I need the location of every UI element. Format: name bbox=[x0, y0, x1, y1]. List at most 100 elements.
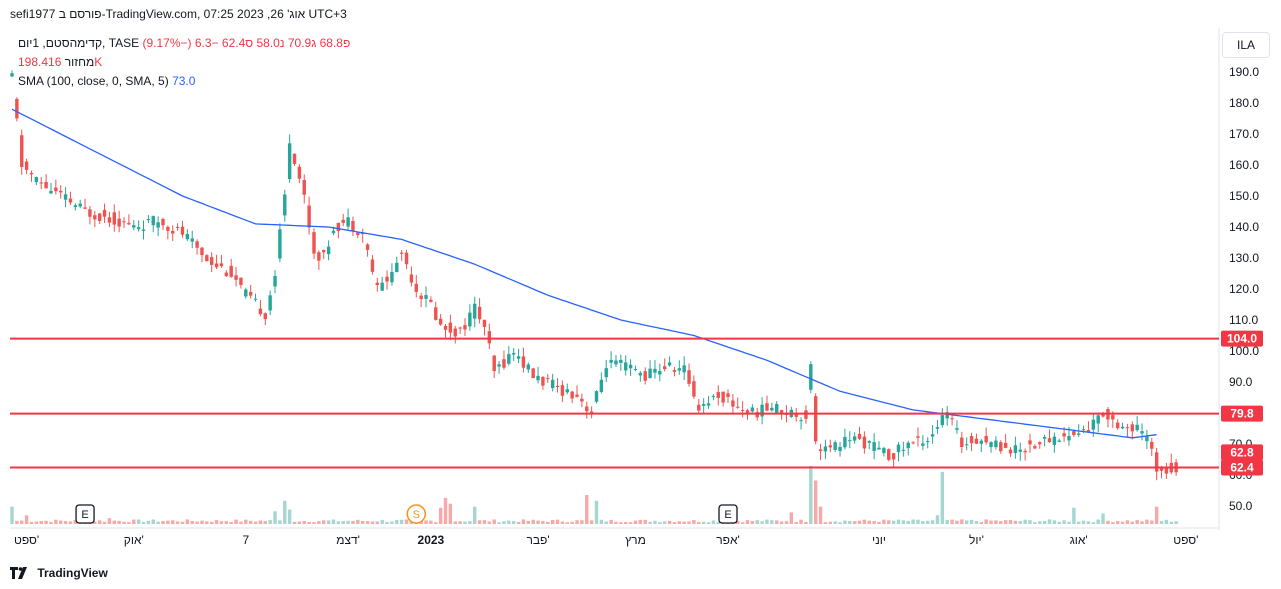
y-tick-label: 190.0 bbox=[1229, 65, 1259, 79]
volume-bar bbox=[1145, 519, 1149, 524]
candle bbox=[395, 262, 399, 273]
volume-bar bbox=[882, 519, 886, 524]
last-price-tag bbox=[1221, 444, 1263, 461]
volume-bar bbox=[380, 520, 384, 524]
volume-bar bbox=[370, 521, 375, 524]
tradingview-brand[interactable]: TradingView bbox=[37, 565, 108, 580]
candle bbox=[731, 400, 735, 407]
candle bbox=[263, 313, 267, 320]
volume-bar bbox=[585, 495, 589, 524]
legend-sma-label[interactable]: SMA (100, close, 0, SMA, 5) bbox=[18, 74, 169, 88]
candle bbox=[838, 446, 842, 452]
volume-bar bbox=[643, 519, 647, 524]
candle bbox=[331, 230, 336, 234]
earnings-event-marker[interactable] bbox=[75, 504, 95, 524]
volume-bar bbox=[302, 520, 306, 524]
candle bbox=[1028, 440, 1032, 445]
candle bbox=[658, 370, 662, 375]
legend-symbol[interactable]: קדימהסטם, 1יום, TASE bbox=[18, 36, 140, 50]
volume-bar bbox=[1077, 521, 1081, 524]
price-chart[interactable]: 190.0 180.0 170.0 160.0 150.0 140.0 130.0 120.0… bbox=[0, 28, 1281, 558]
volume-bar bbox=[565, 522, 569, 524]
x-tick-label: ספט' bbox=[14, 533, 39, 547]
legend-volume-label[interactable]: מחזור bbox=[64, 55, 95, 69]
volume-bar bbox=[375, 521, 380, 524]
volume-bar bbox=[813, 480, 818, 524]
volume-bar bbox=[331, 519, 336, 524]
candle bbox=[955, 428, 959, 430]
earnings-event-marker[interactable] bbox=[718, 504, 738, 524]
candle bbox=[979, 440, 984, 444]
earnings-event-label: E bbox=[81, 509, 88, 521]
volume-bar bbox=[638, 519, 643, 524]
volume-bar bbox=[580, 520, 584, 524]
candle bbox=[1052, 436, 1057, 445]
candle bbox=[585, 406, 589, 412]
candle bbox=[414, 283, 418, 292]
candle bbox=[1140, 431, 1144, 434]
candle bbox=[473, 303, 477, 319]
volume-bar bbox=[896, 519, 901, 524]
volume-bar bbox=[10, 506, 14, 524]
volume-bar bbox=[994, 520, 998, 524]
volume-bar bbox=[73, 519, 78, 524]
candle bbox=[209, 257, 214, 265]
volume-bar bbox=[341, 520, 345, 524]
volume-bar bbox=[507, 520, 511, 524]
volume-bar bbox=[1042, 520, 1047, 524]
volume-bar bbox=[706, 522, 711, 524]
candle bbox=[482, 319, 487, 327]
volume-bar bbox=[521, 519, 526, 524]
volume-bar bbox=[136, 519, 141, 524]
volume-bar bbox=[63, 521, 68, 524]
y-tick-label: 130.0 bbox=[1229, 251, 1259, 265]
y-tick-label: 120.0 bbox=[1229, 282, 1259, 296]
volume-bar bbox=[926, 520, 930, 524]
volume-bar bbox=[39, 520, 43, 524]
candle bbox=[1042, 436, 1047, 439]
volume-bar bbox=[575, 520, 579, 524]
volume-bar bbox=[229, 522, 233, 524]
split-event-marker[interactable] bbox=[406, 504, 427, 524]
candle bbox=[356, 232, 360, 236]
x-tick-label: מרץ bbox=[625, 533, 646, 547]
candle bbox=[49, 190, 53, 194]
legend-ohlc: פ68.8 ג70.9 נ58.0 ס62.4 −6.3 (−9.17%) bbox=[142, 36, 351, 50]
volume-bar bbox=[1130, 521, 1134, 524]
plot-area[interactable] bbox=[10, 28, 1219, 528]
volume-bar bbox=[209, 521, 214, 524]
candle bbox=[906, 442, 910, 449]
candle bbox=[672, 370, 677, 372]
candle bbox=[697, 404, 701, 411]
volume-bar bbox=[283, 500, 287, 524]
volume-bar bbox=[175, 521, 180, 524]
volume-bar bbox=[487, 521, 492, 524]
candle bbox=[507, 354, 511, 364]
candle bbox=[234, 275, 238, 280]
volume-bar bbox=[1135, 520, 1139, 524]
volume-bar bbox=[322, 520, 326, 524]
candle bbox=[502, 359, 506, 368]
candle bbox=[1115, 422, 1120, 429]
volume-bar bbox=[1086, 521, 1091, 524]
x-tick-label: אוג' bbox=[1070, 533, 1088, 547]
candle bbox=[175, 226, 180, 228]
volume-bar bbox=[857, 520, 862, 524]
candle bbox=[351, 221, 355, 231]
volume-bar bbox=[692, 519, 696, 524]
volume-bar bbox=[1018, 520, 1022, 524]
candle bbox=[765, 403, 769, 411]
volume-bar bbox=[550, 519, 555, 524]
candle bbox=[1008, 449, 1013, 454]
candle bbox=[974, 438, 979, 444]
volume-bar bbox=[292, 521, 297, 524]
candle bbox=[1091, 419, 1096, 430]
currency-button[interactable]: ILA bbox=[1222, 32, 1270, 58]
candle bbox=[643, 371, 647, 381]
volume-bar bbox=[1115, 521, 1120, 524]
candle bbox=[633, 369, 638, 371]
candle bbox=[916, 436, 920, 438]
volume-bar bbox=[633, 520, 638, 524]
volume-bar bbox=[672, 522, 677, 524]
volume-bar bbox=[1096, 519, 1100, 524]
